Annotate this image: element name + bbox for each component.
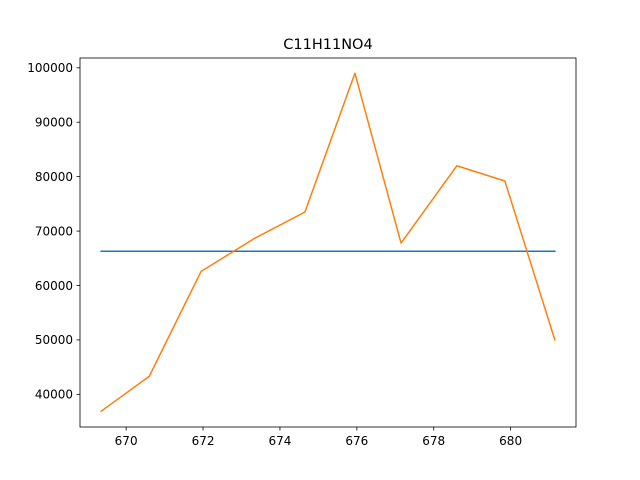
x-tick-label: 678 [422,434,445,448]
series-line-1 [100,72,556,413]
chart-title: C11H11NO4 [283,37,372,53]
y-tick-label: 90000 [35,116,73,130]
x-tick-label: 676 [345,434,368,448]
axes-layer: 670 672 674 676 678 680 40000 50000 60000 70000 80… [27,57,577,448]
x-tick-label: 672 [192,434,215,448]
y-tick-label: 70000 [35,224,73,238]
y-tick-label: 100000 [27,61,73,75]
x-tick-label: 680 [499,434,522,448]
series-layer [100,72,556,413]
x-tick-label: 674 [268,434,291,448]
y-tick-label: 50000 [35,333,73,347]
plot-frame [79,57,577,428]
y-tick-label: 40000 [35,388,73,402]
y-tick-label: 80000 [35,170,73,184]
y-tick-label: 60000 [35,279,73,293]
x-tick-label: 670 [115,434,138,448]
